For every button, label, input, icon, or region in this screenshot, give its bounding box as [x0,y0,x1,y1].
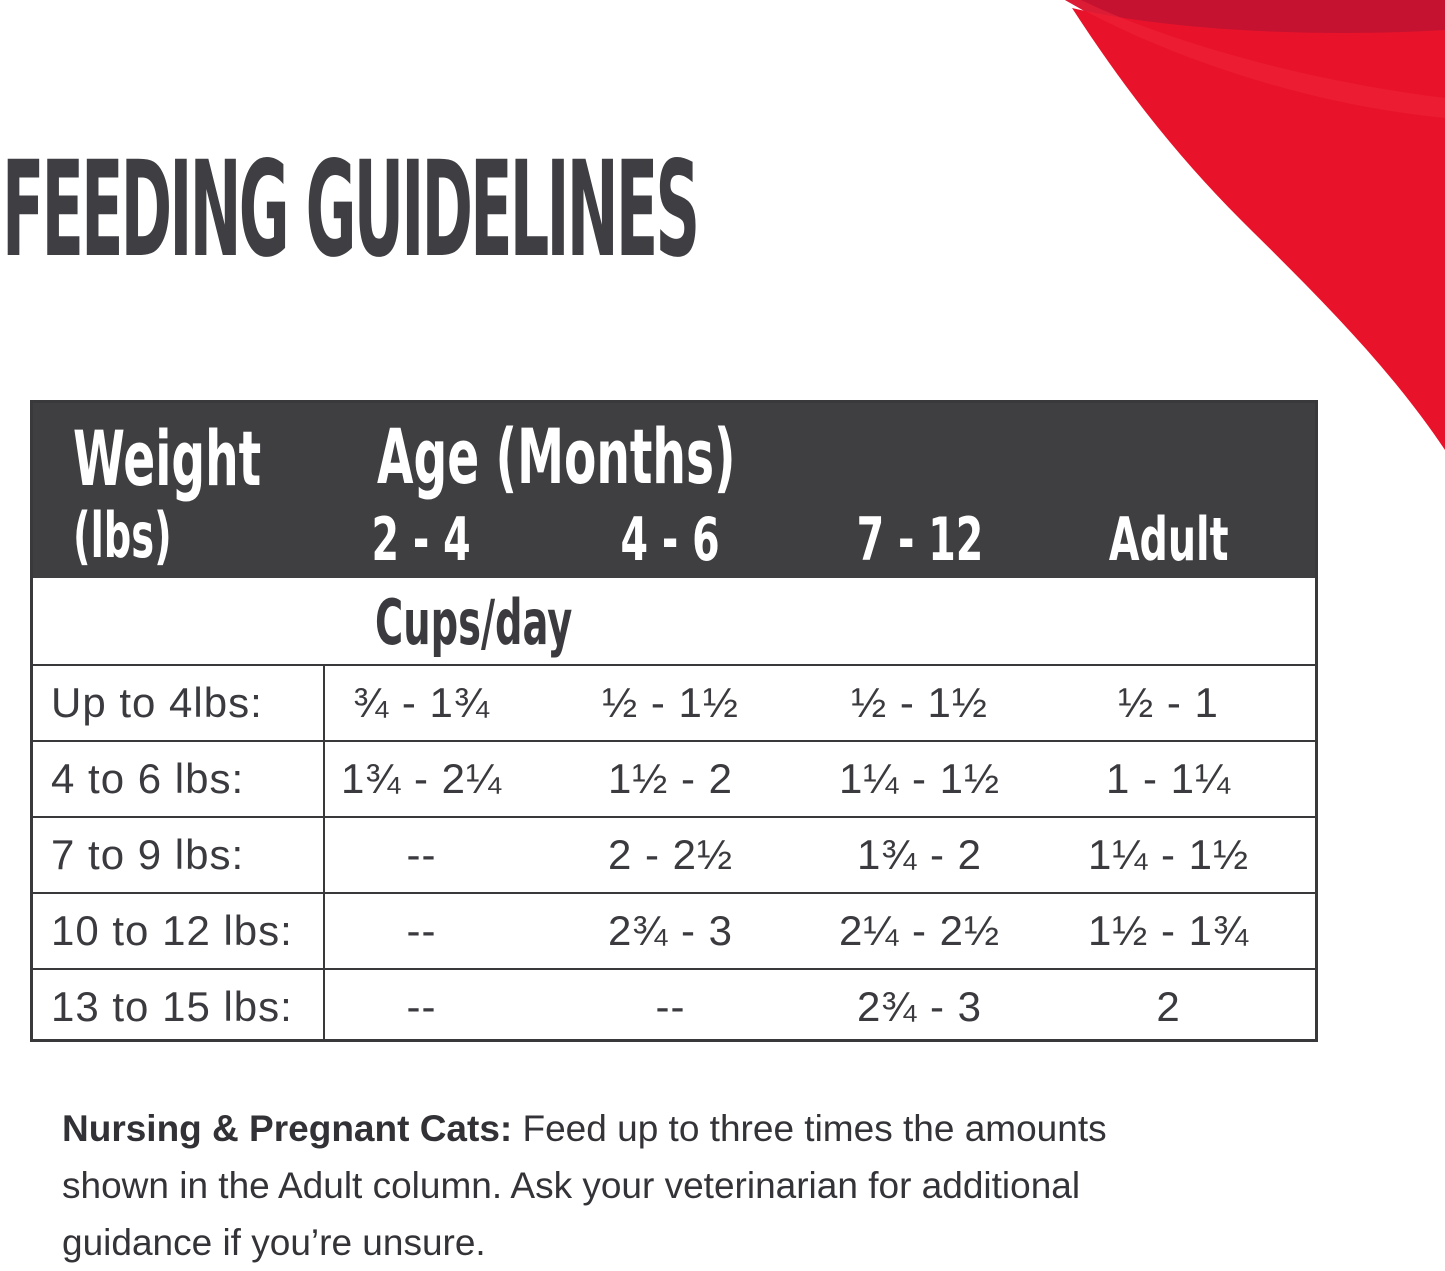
row-value: -- [655,983,686,1030]
age-column-headers: 2 - 4 4 - 6 7 - 12 Adult [323,510,1319,570]
row-value: ½ - 1½ [602,679,739,726]
table-row: 7 to 9 lbs: -- 2 - 2½ 1¾ - 2 1¼ - 1½ [33,816,1315,892]
row-weight-label: 10 to 12 lbs: [51,907,293,954]
table-row: 10 to 12 lbs: -- 2¾ - 3 2¼ - 2½ 1½ - 1¾ [33,892,1315,968]
row-weight-label: 13 to 15 lbs: [51,983,293,1030]
note-line-2: shown in the Adult column. Ask your vete… [62,1165,1081,1206]
row-value: -- [406,831,437,878]
row-value: -- [406,983,437,1030]
row-weight-label: 7 to 9 lbs: [51,831,245,878]
row-value: 1¼ - 1½ [1087,831,1250,878]
weight-unit-label: (lbs) [73,499,172,572]
table-header: Weight (lbs) Age (Months) 2 - 4 4 - 6 7 … [33,403,1315,578]
row-value: 1½ - 2 [607,755,734,802]
row-value: ½ - 1½ [851,679,988,726]
row-value: 1¼ - 1½ [838,755,1001,802]
page-title: FEEDING GUIDELINES [2,133,700,287]
units-row: Cups/day [33,578,1315,664]
age-months-header: Age (Months) [377,412,736,501]
row-value: ¾ - 1¾ [353,679,490,726]
feeding-guidelines-table: Weight (lbs) Age (Months) 2 - 4 4 - 6 7 … [30,400,1318,1042]
note-lead: Nursing & Pregnant Cats: [62,1108,513,1149]
row-value: 1¾ - 2 [856,831,983,878]
row-weight-label: Up to 4lbs: [51,679,263,726]
row-value: 1¾ - 2¼ [340,755,503,802]
note-line-3: guidance if you’re unsure. [62,1222,486,1263]
table-row: Up to 4lbs: ¾ - 1¾ ½ - 1½ ½ - 1½ ½ - 1 [33,664,1315,740]
row-value: 2¼ - 2½ [838,907,1001,954]
row-value: 2¾ - 3 [856,983,983,1030]
age-col-adult: Adult [1108,505,1229,575]
table-row: 13 to 15 lbs: -- -- 2¾ - 3 2 [33,968,1315,1044]
note-line-1-rest: Feed up to three times the amounts [512,1108,1107,1149]
nursing-pregnant-note: Nursing & Pregnant Cats: Feed up to thre… [62,1100,1322,1271]
row-value: 1 - 1¼ [1105,755,1232,802]
age-col-4-6: 4 - 6 [620,505,721,575]
note-line-1: Nursing & Pregnant Cats: Feed up to thre… [62,1100,1322,1157]
row-value: 2 - 2½ [607,831,734,878]
row-value: 1½ - 1¾ [1087,907,1250,954]
row-value: 2¾ - 3 [607,907,734,954]
table-row: 4 to 6 lbs: 1¾ - 2¼ 1½ - 2 1¼ - 1½ 1 - 1… [33,740,1315,816]
weight-column-header: Weight [73,414,262,503]
row-value: 2 [1156,983,1181,1030]
column-divider-line [323,578,325,1039]
age-col-7-12: 7 - 12 [856,505,983,575]
row-value: -- [406,907,437,954]
age-col-2-4: 2 - 4 [371,505,472,575]
cups-per-day-label: Cups/day [375,586,573,659]
row-weight-label: 4 to 6 lbs: [51,755,245,802]
row-value: ½ - 1 [1118,679,1219,726]
